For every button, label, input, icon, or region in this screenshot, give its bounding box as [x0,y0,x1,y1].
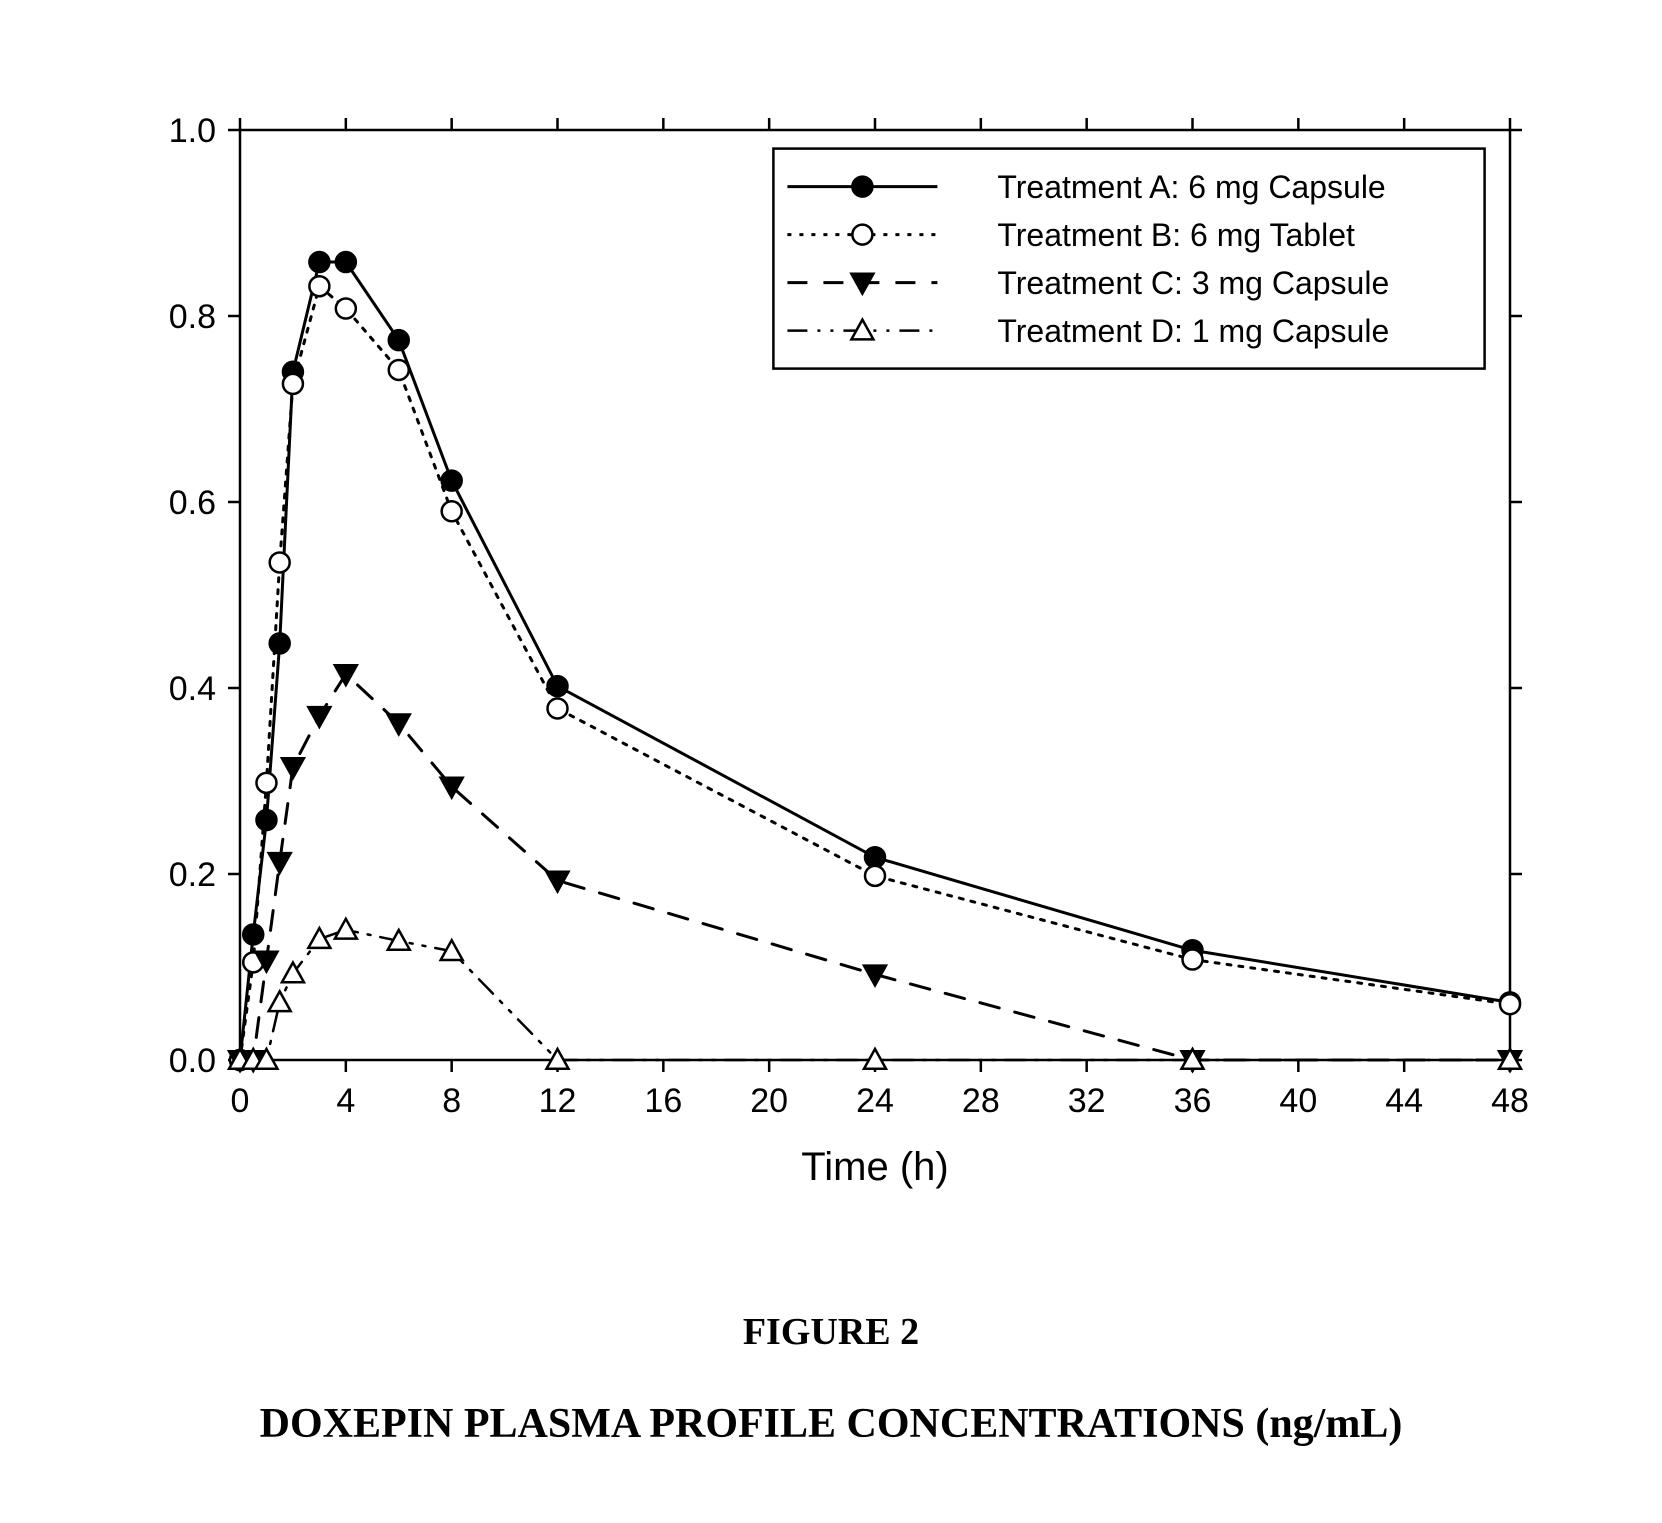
figure-label: FIGURE 2 [0,1310,1662,1354]
svg-text:20: 20 [750,1082,788,1120]
svg-text:28: 28 [962,1082,1000,1120]
series-D [229,919,1521,1069]
svg-text:Treatment B: 6 mg Tablet: Treatment B: 6 mg Tablet [997,217,1355,253]
series-B [230,276,1520,1070]
svg-text:12: 12 [539,1082,577,1120]
chart-container: 04812162024283236404448Time (h)0.00.20.4… [120,100,1540,1200]
svg-text:0.6: 0.6 [169,484,216,522]
chart-svg: 04812162024283236404448Time (h)0.00.20.4… [120,100,1540,1200]
svg-text:32: 32 [1068,1082,1106,1120]
svg-text:Treatment D: 1 mg Capsule: Treatment D: 1 mg Capsule [997,313,1389,349]
svg-text:Time (h): Time (h) [801,1145,948,1189]
figure-title: DOXEPIN PLASMA PROFILE CONCENTRATIONS (n… [0,1400,1662,1448]
svg-text:0.8: 0.8 [169,298,216,336]
svg-text:0.4: 0.4 [169,670,216,708]
svg-text:Treatment A: 6 mg Capsule: Treatment A: 6 mg Capsule [997,169,1385,205]
svg-text:36: 36 [1174,1082,1212,1120]
svg-text:4: 4 [336,1082,355,1120]
svg-text:1.0: 1.0 [169,112,216,150]
svg-text:Treatment C: 3 mg Capsule: Treatment C: 3 mg Capsule [997,265,1389,301]
svg-text:0: 0 [231,1082,250,1120]
svg-text:0.2: 0.2 [169,856,216,894]
svg-text:24: 24 [856,1082,894,1120]
series-A [230,252,1520,1070]
svg-text:40: 40 [1279,1082,1317,1120]
svg-text:48: 48 [1491,1082,1529,1120]
legend: Treatment A: 6 mg Capsule Treatment B: 6 … [773,149,1484,369]
svg-text:44: 44 [1385,1082,1423,1120]
svg-text:8: 8 [442,1082,461,1120]
svg-text:0.0: 0.0 [169,1042,216,1080]
svg-text:16: 16 [644,1082,682,1120]
page: 04812162024283236404448Time (h)0.00.20.4… [0,0,1662,1523]
